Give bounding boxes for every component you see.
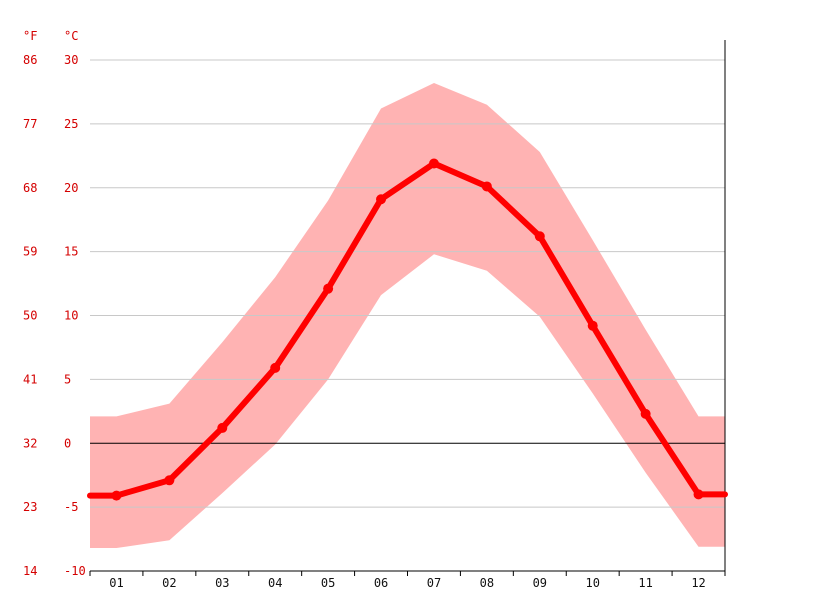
y-tick-label-fahrenheit: 23: [23, 500, 37, 514]
y-tick-label-celsius: 30: [64, 53, 78, 67]
y-tick-label-fahrenheit: 32: [23, 436, 37, 450]
average-temperature-series: [87, 158, 728, 501]
axes: [89, 40, 726, 576]
range-band-area: [90, 83, 725, 548]
data-point: [534, 231, 545, 242]
data-point: [164, 475, 175, 486]
y-tick-label-fahrenheit: 59: [23, 245, 37, 259]
data-point: [640, 408, 651, 419]
x-tick-label: 06: [374, 576, 388, 590]
data-point: [217, 422, 228, 433]
x-tick-label: 01: [109, 576, 123, 590]
x-tick-label: 11: [638, 576, 652, 590]
x-tick-label: 10: [585, 576, 599, 590]
gridlines: [90, 59, 725, 508]
y-tick-label-fahrenheit: 68: [23, 181, 37, 195]
data-point: [428, 158, 439, 169]
y-tick-label-celsius: -5: [64, 500, 78, 514]
x-tick-label: 12: [691, 576, 705, 590]
x-tick-label: 03: [215, 576, 229, 590]
x-tick-label: 02: [162, 576, 176, 590]
temperature-range-band: [90, 83, 725, 548]
x-tick-label: 07: [427, 576, 441, 590]
y-tick-label-fahrenheit: 77: [23, 117, 37, 131]
y-tick-label-fahrenheit: 86: [23, 53, 37, 67]
y-tick-label-celsius: 20: [64, 181, 78, 195]
y-tick-label-fahrenheit: 41: [23, 372, 37, 386]
y-tick-label-celsius: 5: [64, 372, 71, 386]
y-tick-label-celsius: 10: [64, 309, 78, 323]
y-tick-label-celsius: 0: [64, 436, 71, 450]
data-point: [693, 489, 704, 500]
data-point: [481, 181, 492, 192]
data-point: [270, 362, 281, 373]
data-point: [587, 320, 598, 331]
y-tick-labels: 86 30 77 25 68 20 59 15 50 10 41 5 32 0 23 -5 14 -10: [23, 53, 86, 578]
celsius-unit-label: °C: [64, 29, 78, 43]
average-temperature-line: [87, 160, 728, 499]
x-tick-label: 04: [268, 576, 282, 590]
data-point: [376, 194, 387, 205]
y-tick-label-celsius: 15: [64, 245, 78, 259]
y-tick-label-celsius: 25: [64, 117, 78, 131]
x-tick-label: 05: [321, 576, 335, 590]
y-tick-label-celsius: -10: [64, 564, 86, 578]
fahrenheit-unit-label: °F: [23, 29, 37, 43]
y-tick-label-fahrenheit: 50: [23, 309, 37, 323]
x-tick-label: 08: [480, 576, 494, 590]
y-tick-label-fahrenheit: 14: [23, 564, 37, 578]
data-point: [111, 490, 122, 501]
x-tick-label: 09: [533, 576, 547, 590]
data-point: [323, 283, 334, 294]
x-tick-labels: 01 02 03 04 05 06 07 08 09 10 11 12: [109, 576, 706, 590]
